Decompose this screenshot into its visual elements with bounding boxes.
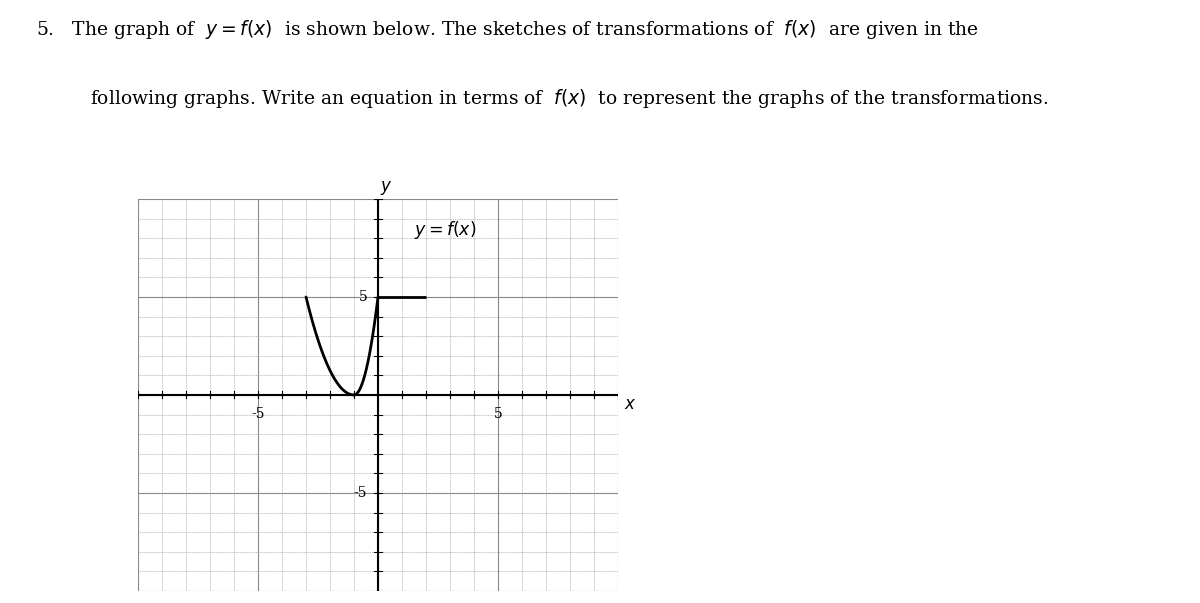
Text: following graphs. Write an equation in terms of  $f\left(x\right)$  to represent: following graphs. Write an equation in t…	[90, 87, 1049, 110]
Text: 5.   The graph of  $y = f\left(x\right)$  is shown below. The sketches of transf: 5. The graph of $y = f\left(x\right)$ is…	[36, 18, 979, 41]
Text: $y = f\left(x\right)$: $y = f\left(x\right)$	[414, 218, 476, 241]
Text: -5: -5	[354, 486, 367, 500]
Text: 5: 5	[493, 406, 503, 421]
Text: -5: -5	[251, 406, 265, 421]
Text: $x$: $x$	[624, 396, 636, 413]
Text: $y$: $y$	[380, 179, 392, 197]
Text: 5: 5	[359, 290, 367, 304]
